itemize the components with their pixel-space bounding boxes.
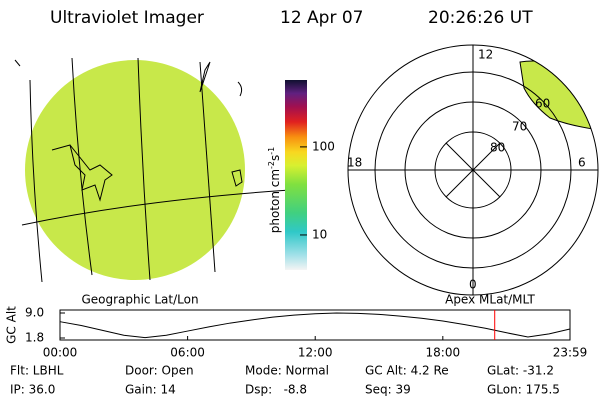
title: Ultraviolet Imager [50,8,204,28]
unit-part: s [268,155,282,161]
status-field: Gain: 14 [125,383,176,397]
left-caption: Geographic Lat/Lon [81,293,198,307]
alt-line [59,312,571,339]
colorbar-tick-label: 100 [312,139,335,153]
x-tick-label: 12:00 [298,346,333,360]
x-tick-label: 00:00 [43,346,78,360]
y-tick-label: 9.0 [25,306,44,320]
lat-label: 80 [490,141,505,155]
lat-label: 60 [535,97,550,111]
lat-label: 70 [512,120,527,134]
globe-image [14,57,291,283]
colorbar-unit: photon cm-2s-1 [267,147,282,234]
status-field: Door: Open [125,364,194,378]
unit-exp: -1 [267,147,276,155]
mlt-label: 0 [469,278,477,292]
time: 20:26:26 UT [428,8,533,28]
unit-part: photon cm [268,169,282,233]
status-field: Dsp: -8.8 [245,383,307,397]
status-field: GLat: -31.2 [487,364,554,378]
status-field: Flt: LBHL [10,364,64,378]
x-tick-label: 06:00 [170,346,205,360]
right-caption: Apex MLat/MLT [445,293,535,307]
colorbar-tick-label: 10 [312,227,327,241]
status-field: IP: 36.0 [10,383,55,397]
polar-plot [347,44,599,296]
x-tick-label: 18:00 [426,346,461,360]
mlt-label: 6 [578,156,586,170]
mlt-label: 12 [478,48,493,62]
unit-exp: -2 [267,161,276,169]
status-field: Seq: 39 [365,383,411,397]
colorbar [285,80,307,270]
alt-plot-frame [59,309,571,341]
mlt-label: 18 [347,156,362,170]
y-axis-label: GC Alt [5,306,19,344]
y-tick-label: 1.8 [25,331,44,345]
date: 12 Apr 07 [280,8,363,28]
status-field: GC Alt: 4.2 Re [365,364,449,378]
status-field: GLon: 175.5 [487,383,560,397]
x-tick-label: 23:59 [553,346,588,360]
status-field: Mode: Normal [245,364,329,378]
colorbar-label: photon cm-2s-1 [267,147,282,234]
